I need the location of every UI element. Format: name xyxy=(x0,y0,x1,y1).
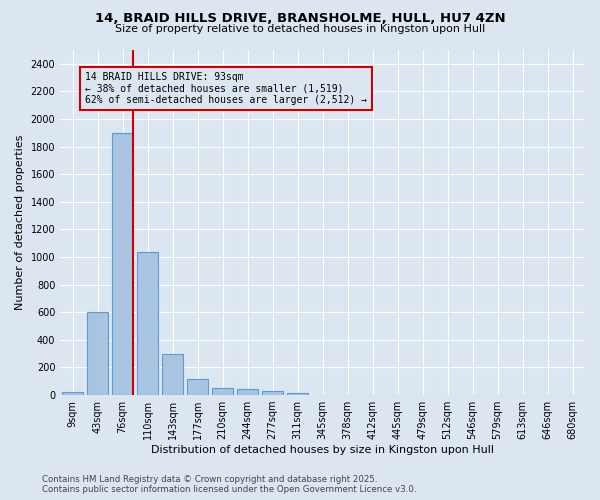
Text: Contains HM Land Registry data © Crown copyright and database right 2025.
Contai: Contains HM Land Registry data © Crown c… xyxy=(42,474,416,494)
Bar xyxy=(137,252,158,395)
Bar xyxy=(237,389,258,395)
Bar xyxy=(87,312,108,395)
Text: 14 BRAID HILLS DRIVE: 93sqm
← 38% of detached houses are smaller (1,519)
62% of : 14 BRAID HILLS DRIVE: 93sqm ← 38% of det… xyxy=(85,72,367,106)
Bar xyxy=(112,133,133,395)
Bar xyxy=(162,354,183,395)
Bar xyxy=(212,388,233,395)
Y-axis label: Number of detached properties: Number of detached properties xyxy=(15,135,25,310)
Bar xyxy=(262,391,283,395)
Text: Size of property relative to detached houses in Kingston upon Hull: Size of property relative to detached ho… xyxy=(115,24,485,34)
Bar xyxy=(287,393,308,395)
Text: 14, BRAID HILLS DRIVE, BRANSHOLME, HULL, HU7 4ZN: 14, BRAID HILLS DRIVE, BRANSHOLME, HULL,… xyxy=(95,12,505,26)
X-axis label: Distribution of detached houses by size in Kingston upon Hull: Distribution of detached houses by size … xyxy=(151,445,494,455)
Bar xyxy=(62,392,83,395)
Bar xyxy=(187,379,208,395)
